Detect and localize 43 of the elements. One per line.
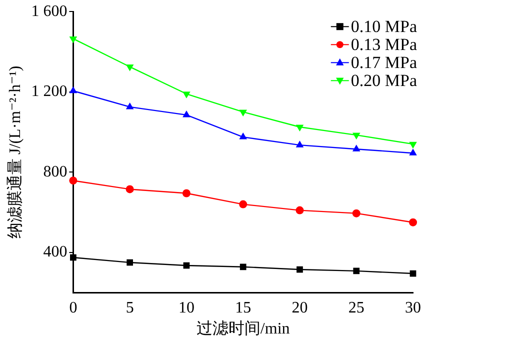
- x-tick-label: 5: [126, 299, 134, 316]
- legend-label: 0.17 MPa: [350, 53, 418, 72]
- point: [126, 259, 134, 266]
- point: [182, 92, 190, 98]
- x-tick-label: 0: [69, 299, 78, 316]
- point: [126, 185, 134, 194]
- point: [296, 266, 303, 273]
- y-tick-label: 1 600: [31, 2, 68, 20]
- y-axis-title: 纳滤膜通量 J/(L·m⁻²·h⁻¹): [6, 66, 24, 238]
- point: [352, 144, 360, 152]
- point: [126, 102, 134, 110]
- legend-label: 0.13 MPa: [350, 35, 418, 54]
- point: [409, 148, 417, 156]
- point: [182, 189, 190, 198]
- point: [409, 142, 417, 149]
- point: [69, 86, 78, 94]
- point: [239, 110, 247, 116]
- point: [352, 132, 360, 140]
- y-tick-label: 1 200: [31, 83, 68, 100]
- point: [69, 176, 78, 185]
- point: [126, 64, 134, 72]
- x-tick-label: 10: [178, 299, 194, 316]
- point: [182, 110, 190, 118]
- point: [69, 36, 78, 44]
- point: [70, 254, 76, 261]
- point: [239, 132, 247, 140]
- x-tick-label: 15: [235, 299, 252, 316]
- x-tick-label: 30: [405, 299, 421, 316]
- y-tick-label: 400: [43, 244, 68, 261]
- point: [296, 140, 304, 148]
- point: [352, 209, 360, 218]
- x-tick-label: 25: [348, 299, 364, 316]
- point: [296, 206, 304, 214]
- x-tick-label: 20: [292, 299, 308, 316]
- point: [296, 124, 304, 132]
- x-axis-title: 过滤时间/min: [196, 320, 290, 338]
- legend-label: 0.20 MPa: [350, 71, 418, 90]
- point: [409, 218, 417, 226]
- point: [353, 268, 360, 274]
- point: [240, 264, 246, 270]
- y-tick-label: 800: [43, 163, 68, 180]
- point: [239, 200, 248, 208]
- legend-label: 0.10 MPa: [350, 17, 418, 36]
